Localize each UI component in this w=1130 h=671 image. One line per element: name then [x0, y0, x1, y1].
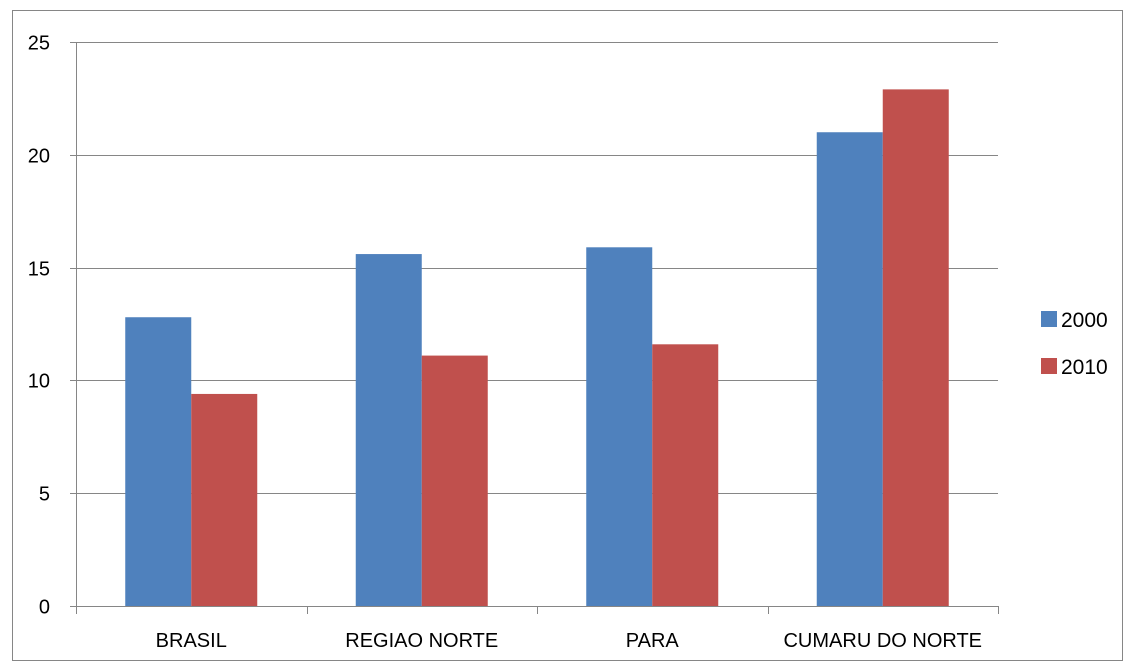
bar-cumaru-do-norte-2010 — [882, 89, 949, 607]
chart-frame — [12, 10, 1123, 661]
legend-label-2010: 2010 — [1061, 356, 1108, 379]
legend-swatch-2000 — [1041, 311, 1057, 327]
x-tick-label-para: PARA — [626, 630, 680, 652]
legend: 2000 2010 — [1041, 309, 1108, 379]
bar-brasil-2000 — [125, 317, 192, 606]
bar-brasil-2010 — [191, 393, 258, 606]
y-tick-label-20: 20 — [28, 146, 50, 168]
legend-label-2000: 2000 — [1061, 309, 1108, 332]
y-tick-label-10: 10 — [28, 371, 50, 393]
bar-regiao-norte-2000 — [355, 254, 422, 606]
bar-cumaru-do-norte-2000 — [816, 132, 883, 607]
y-tick-label-0: 0 — [39, 597, 50, 619]
bar-para-2010 — [652, 344, 719, 606]
bar-regiao-norte-2010 — [421, 355, 488, 606]
x-tick-label-brasil: BRASIL — [156, 630, 227, 652]
bar-para-2000 — [586, 247, 653, 606]
bars — [125, 89, 949, 607]
axes: 0 5 10 15 20 25 BRASIL REGIAO NORTE PARA CUMARU D… — [28, 33, 999, 652]
legend-swatch-2010 — [1041, 358, 1057, 374]
x-tick-label-cumaru-do-norte: CUMARU DO NORTE — [783, 630, 982, 652]
x-tick-label-regiao-norte: REGIAO NORTE — [345, 630, 498, 652]
y-tick-label-5: 5 — [39, 484, 50, 506]
y-tick-label-25: 25 — [28, 33, 50, 55]
y-tick-label-15: 15 — [28, 259, 50, 281]
